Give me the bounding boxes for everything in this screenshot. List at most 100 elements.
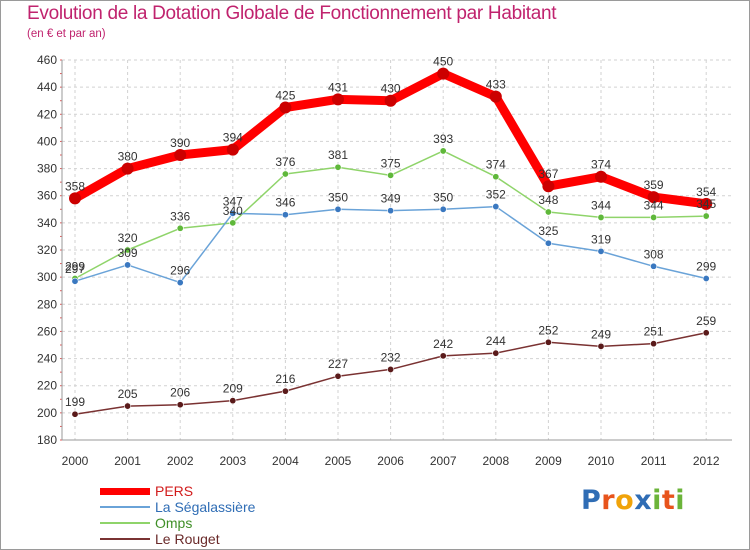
y-tick-label: 240 [37, 352, 57, 366]
series-point-3 [492, 349, 500, 357]
series-point-0 [489, 90, 502, 103]
data-label-3: 216 [275, 372, 295, 386]
series-point-2 [387, 171, 395, 179]
data-label-3: 252 [538, 323, 558, 337]
x-tick-label: 2006 [377, 454, 404, 468]
series-point-0 [121, 162, 134, 175]
series-point-3 [387, 365, 395, 373]
data-label-1: 350 [433, 190, 453, 204]
data-label-2: 340 [223, 204, 243, 218]
data-label-2: 393 [433, 132, 453, 146]
data-label-2: 344 [644, 198, 664, 212]
data-label-1: 299 [696, 260, 716, 274]
y-tick-label: 180 [37, 433, 57, 447]
series-point-2 [124, 246, 132, 254]
chart-subtitle: (en € et par an) [27, 28, 106, 40]
series-point-1 [229, 209, 237, 217]
data-label-3: 249 [591, 327, 611, 341]
data-label-1: 296 [170, 264, 190, 278]
data-label-2: 348 [538, 193, 558, 207]
y-tick-label: 320 [37, 243, 57, 257]
series-point-2 [597, 213, 605, 221]
data-label-1: 349 [381, 192, 401, 206]
series-point-3 [176, 401, 184, 409]
series-point-2 [492, 173, 500, 181]
chart-title: Evolution de la Dotation Globale de Fonc… [27, 3, 557, 24]
legend-label: Le Rouget [155, 531, 220, 547]
data-label-1: 346 [275, 196, 295, 210]
y-tick-label: 420 [37, 107, 57, 121]
data-label-2: 376 [275, 155, 295, 169]
y-tick-label: 460 [37, 53, 57, 67]
data-label-1: 347 [223, 194, 243, 208]
data-label-1: 325 [538, 224, 558, 238]
x-tick-label: 2009 [535, 454, 562, 468]
legend-item: La Ségalassière [100, 499, 320, 515]
data-label-0: 430 [381, 82, 401, 96]
logo-letter: r [601, 485, 616, 516]
data-label-0: 359 [644, 178, 664, 192]
logo-letter: P [581, 485, 602, 516]
data-label-3: 242 [433, 337, 453, 351]
data-label-3: 209 [223, 382, 243, 396]
x-tick-label: 2004 [272, 454, 299, 468]
x-tick-label: 2002 [167, 454, 194, 468]
series-point-2 [439, 147, 447, 155]
legend-label: Omps [155, 515, 193, 531]
series-point-2 [544, 208, 552, 216]
legend-item: Le Rouget [100, 531, 320, 547]
series-point-2 [650, 213, 658, 221]
y-tick-label: 220 [37, 379, 57, 393]
series-point-0 [279, 101, 292, 114]
series-point-0 [437, 67, 450, 80]
data-label-0: 433 [486, 78, 506, 92]
data-label-3: 199 [65, 395, 85, 409]
data-label-3: 232 [381, 350, 401, 364]
series-point-0 [226, 143, 239, 156]
legend-swatch [100, 522, 150, 524]
legend-item: PERS [100, 483, 320, 499]
data-label-0: 431 [328, 80, 348, 94]
chart-legend: PERS La Ségalassière Omps Le Rouget [100, 483, 320, 547]
series-point-2 [281, 170, 289, 178]
x-tick-label: 2003 [219, 454, 246, 468]
data-label-0: 374 [591, 158, 611, 172]
series-point-1 [124, 261, 132, 269]
data-label-0: 425 [275, 89, 295, 103]
legend-label: PERS [155, 483, 194, 499]
data-label-3: 227 [328, 357, 348, 371]
y-tick-label: 440 [37, 80, 57, 94]
data-label-1: 309 [118, 246, 138, 260]
data-label-3: 205 [118, 387, 138, 401]
y-tick-label: 400 [37, 134, 57, 148]
y-tick-label: 200 [37, 406, 57, 420]
series-point-1 [176, 279, 184, 287]
y-tick-label: 380 [37, 162, 57, 176]
series-point-3 [597, 342, 605, 350]
x-tick-label: 2010 [588, 454, 615, 468]
series-point-3 [439, 352, 447, 360]
data-label-3: 251 [644, 325, 664, 339]
y-tick-label: 340 [37, 216, 57, 230]
series-point-0 [647, 191, 660, 204]
data-label-0: 380 [118, 150, 138, 164]
x-tick-label: 2011 [641, 454, 667, 468]
data-label-2: 320 [118, 231, 138, 245]
series-point-0 [332, 93, 344, 106]
series-point-1 [334, 205, 342, 213]
series-point-0 [542, 180, 555, 193]
data-label-0: 394 [223, 131, 243, 145]
data-label-2: 344 [591, 198, 611, 212]
legend-swatch [100, 487, 150, 495]
legend-swatch [100, 538, 150, 540]
data-label-2: 381 [328, 148, 348, 162]
series-point-3 [702, 329, 710, 337]
y-tick-label: 360 [37, 189, 57, 203]
series-point-0 [174, 149, 187, 161]
y-tick-label: 300 [37, 270, 57, 284]
y-tick-label: 280 [37, 297, 57, 311]
data-label-0: 354 [696, 185, 716, 199]
series-point-1 [281, 211, 289, 219]
